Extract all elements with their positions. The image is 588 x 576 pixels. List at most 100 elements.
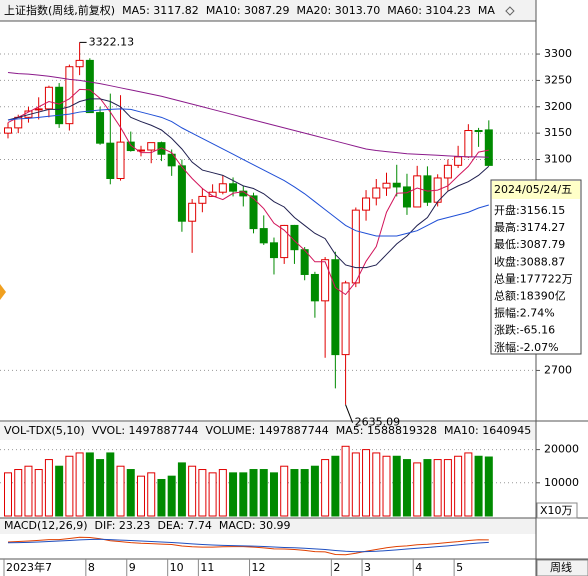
volume-bar — [372, 452, 381, 517]
volume-bar — [321, 459, 330, 517]
candle-body — [341, 282, 350, 356]
volume-bar — [402, 459, 411, 517]
legend-text: MA60: 3104.23 — [387, 4, 471, 17]
volume-header-bar — [0, 422, 536, 440]
volume-bar — [341, 445, 350, 517]
volume-bar — [34, 469, 43, 517]
tooltip-box — [490, 179, 582, 355]
x-tick-label: 8 — [88, 561, 95, 574]
volume-bar — [208, 472, 217, 517]
candle-body — [331, 259, 340, 356]
candle-body — [423, 175, 432, 203]
volume-bar — [484, 456, 493, 517]
volume-bar — [239, 472, 248, 517]
x-tick-label: 9 — [129, 561, 136, 574]
tooltip-row: 总额:18390亿 — [494, 289, 566, 303]
y-tick-label: 3200 — [544, 100, 572, 113]
volume-bar — [24, 465, 33, 517]
candle-body — [34, 108, 43, 111]
volume-bar — [55, 465, 64, 517]
candle-body — [454, 156, 463, 166]
legend-text: MA5: 1588819328 — [336, 424, 437, 437]
unit-box — [536, 502, 578, 519]
candle-body — [310, 273, 319, 302]
unit-label: X10万 — [540, 504, 573, 517]
x-tick-label: 2 — [333, 561, 340, 574]
header-bar — [0, 0, 536, 21]
annotation-label: 2635.09 — [355, 416, 401, 429]
volume-bar — [147, 472, 156, 517]
volume-bar — [188, 465, 197, 517]
legend-text: MA20: 3013.70 — [297, 4, 381, 17]
legend-text: DIF: 23.23 — [95, 519, 151, 532]
volume-bar — [75, 452, 84, 517]
volume-bar — [300, 469, 309, 517]
y-tick-label: 20000 — [544, 443, 579, 456]
legend-text: MA5: 3117.82 — [122, 4, 199, 17]
tooltip-date: 2024/05/24/五 — [494, 183, 572, 196]
candle-body — [177, 165, 186, 222]
volume-bar — [433, 459, 442, 517]
x-tick-label: 2023年7 — [6, 560, 52, 574]
candle-body — [55, 86, 64, 125]
tooltip-row: 收盘:3088.87 — [494, 254, 565, 268]
y-tick-label: 3300 — [544, 47, 572, 60]
volume-bar — [423, 459, 432, 517]
candle-body — [392, 182, 401, 188]
y-tick-label: 2700 — [544, 363, 572, 376]
candle-body — [198, 195, 207, 204]
indicator-line — [7, 108, 489, 237]
period-label: 周线 — [550, 560, 572, 574]
indicator-line — [7, 536, 489, 556]
volume-bar — [229, 472, 238, 517]
volume-bar — [44, 459, 53, 517]
candle-body — [147, 142, 156, 151]
legend-text: VOL-TDX(5,10) — [4, 424, 85, 437]
volume-bar — [249, 469, 258, 517]
tooltip-date-bg — [492, 181, 580, 199]
candle-body — [321, 259, 330, 302]
candle-body — [402, 186, 411, 208]
candle-body — [484, 129, 493, 166]
y-tick-label: 3250 — [544, 73, 572, 86]
tooltip-row: 最低:3087.79 — [494, 238, 565, 251]
candle-body — [44, 86, 53, 110]
annotation-label: 3322.13 — [89, 35, 135, 48]
indicator-line — [7, 538, 489, 553]
volume-bar — [362, 449, 371, 517]
volume-bar — [413, 462, 422, 517]
volume-bar — [4, 472, 12, 517]
side-handle[interactable] — [0, 284, 6, 300]
volume-bar — [454, 455, 463, 517]
volume-bar — [464, 452, 473, 517]
volume-bar — [351, 452, 360, 517]
candle-body — [229, 183, 238, 192]
legend-text: MACD(12,26,9) — [4, 519, 88, 532]
candle-body — [167, 153, 176, 167]
legend-text: MACD: 30.99 — [219, 519, 291, 532]
volume-bar — [177, 462, 186, 517]
tooltip-row: 开盘:3156.15 — [494, 203, 565, 217]
volume-bar — [280, 465, 289, 517]
volume-bar — [382, 455, 391, 517]
candle-body — [474, 130, 483, 133]
volume-bar — [85, 452, 94, 517]
macd-header-bar — [0, 518, 536, 534]
settings-icon[interactable] — [505, 6, 515, 16]
annotation-leader — [345, 404, 354, 423]
volume-bar — [167, 475, 176, 517]
legend-text: MA10: 3087.29 — [206, 4, 290, 17]
legend-text: 上证指数(周线,前复权) — [4, 3, 115, 17]
period-box — [536, 559, 588, 576]
volume-bar — [136, 475, 145, 517]
x-tick-label: 4 — [415, 561, 422, 574]
candle-body — [362, 197, 371, 211]
legend-text: MA10: 1640945 — [444, 424, 531, 437]
candle-body — [249, 195, 258, 230]
candle-body — [126, 141, 135, 152]
tooltip-row: 涨跌:-65.16 — [494, 323, 555, 337]
candle-body — [188, 202, 197, 222]
volume-bar — [198, 469, 207, 517]
legend-text: MA — [478, 4, 495, 17]
volume-bar — [443, 459, 452, 517]
